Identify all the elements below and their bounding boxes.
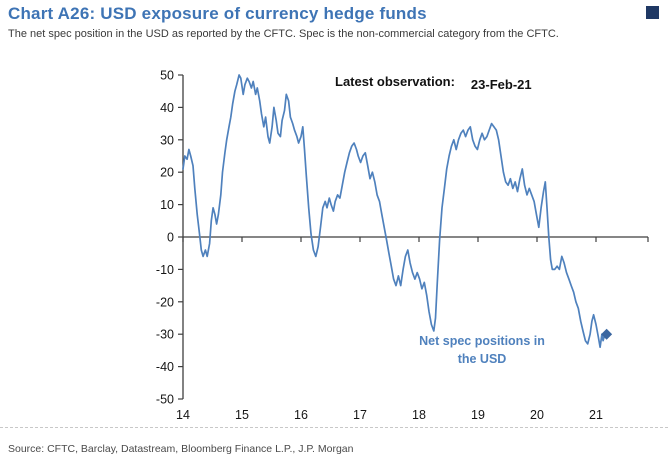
source-note: Source: CFTC, Barclay, Datastream, Bloom… <box>8 443 354 455</box>
series-label: Net spec positions in the USD <box>402 333 562 368</box>
latest-observation-marker <box>601 328 613 340</box>
series-label-line2: the USD <box>457 351 507 366</box>
latest-observation-annotation: Latest observation: 23-Feb-21 <box>335 74 532 92</box>
y-tick-label: 50 <box>160 69 174 83</box>
y-tick-label: -20 <box>156 295 174 309</box>
y-tick-label: -40 <box>156 360 174 374</box>
x-tick-label: 21 <box>589 408 603 422</box>
series-line <box>182 74 606 349</box>
y-tick-label: 20 <box>160 166 174 180</box>
y-tick-label: 0 <box>167 231 174 245</box>
page-title: Chart A26: USD exposure of currency hedg… <box>8 4 427 23</box>
y-tick-label: 10 <box>160 198 174 212</box>
x-tick-label: 18 <box>412 408 426 422</box>
x-tick-label: 20 <box>530 408 544 422</box>
y-tick-label: 40 <box>160 101 174 115</box>
latest-observation-label: Latest observation: <box>335 74 455 89</box>
x-tick-label: 14 <box>176 408 190 422</box>
y-tick-label: 30 <box>160 133 174 147</box>
y-tick-label: -50 <box>156 393 174 407</box>
y-tick-label: -30 <box>156 328 174 342</box>
latest-observation-date: 23-Feb-21 <box>470 77 532 92</box>
x-tick-label: 17 <box>353 408 367 422</box>
x-tick-label: 15 <box>235 408 249 422</box>
y-tick-label: -10 <box>156 263 174 277</box>
x-tick-label: 19 <box>471 408 485 422</box>
series-label-line1: Net spec positions in <box>419 334 545 348</box>
x-tick-label: 16 <box>294 408 308 422</box>
slide-corner-marker <box>646 6 659 19</box>
chart-subtitle: The net spec position in the USD as repo… <box>8 28 559 40</box>
divider-line <box>0 427 668 428</box>
